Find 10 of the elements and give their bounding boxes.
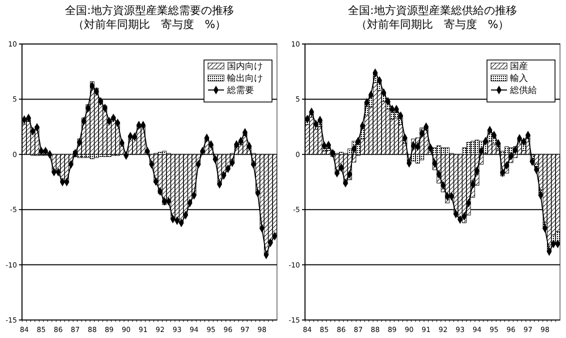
- legend-label: 国内向け: [227, 61, 263, 72]
- legend-label: 輸入: [510, 73, 528, 84]
- chart-subtitle: （対前年同期比 寄与度 %）: [356, 18, 510, 31]
- chart-title: 全国:地方資源型産業総需要の推移: [65, 4, 234, 17]
- legend-label: 総供給: [509, 85, 537, 96]
- chart-title: 全国:地方資源型産業総供給の推移: [348, 4, 517, 17]
- legend-label: 総需要: [226, 85, 254, 96]
- legend-label: 国産: [510, 61, 528, 72]
- chart-subtitle: （対前年同期比 寄与度 %）: [72, 18, 226, 31]
- legend-label: 輸出向け: [227, 73, 263, 84]
